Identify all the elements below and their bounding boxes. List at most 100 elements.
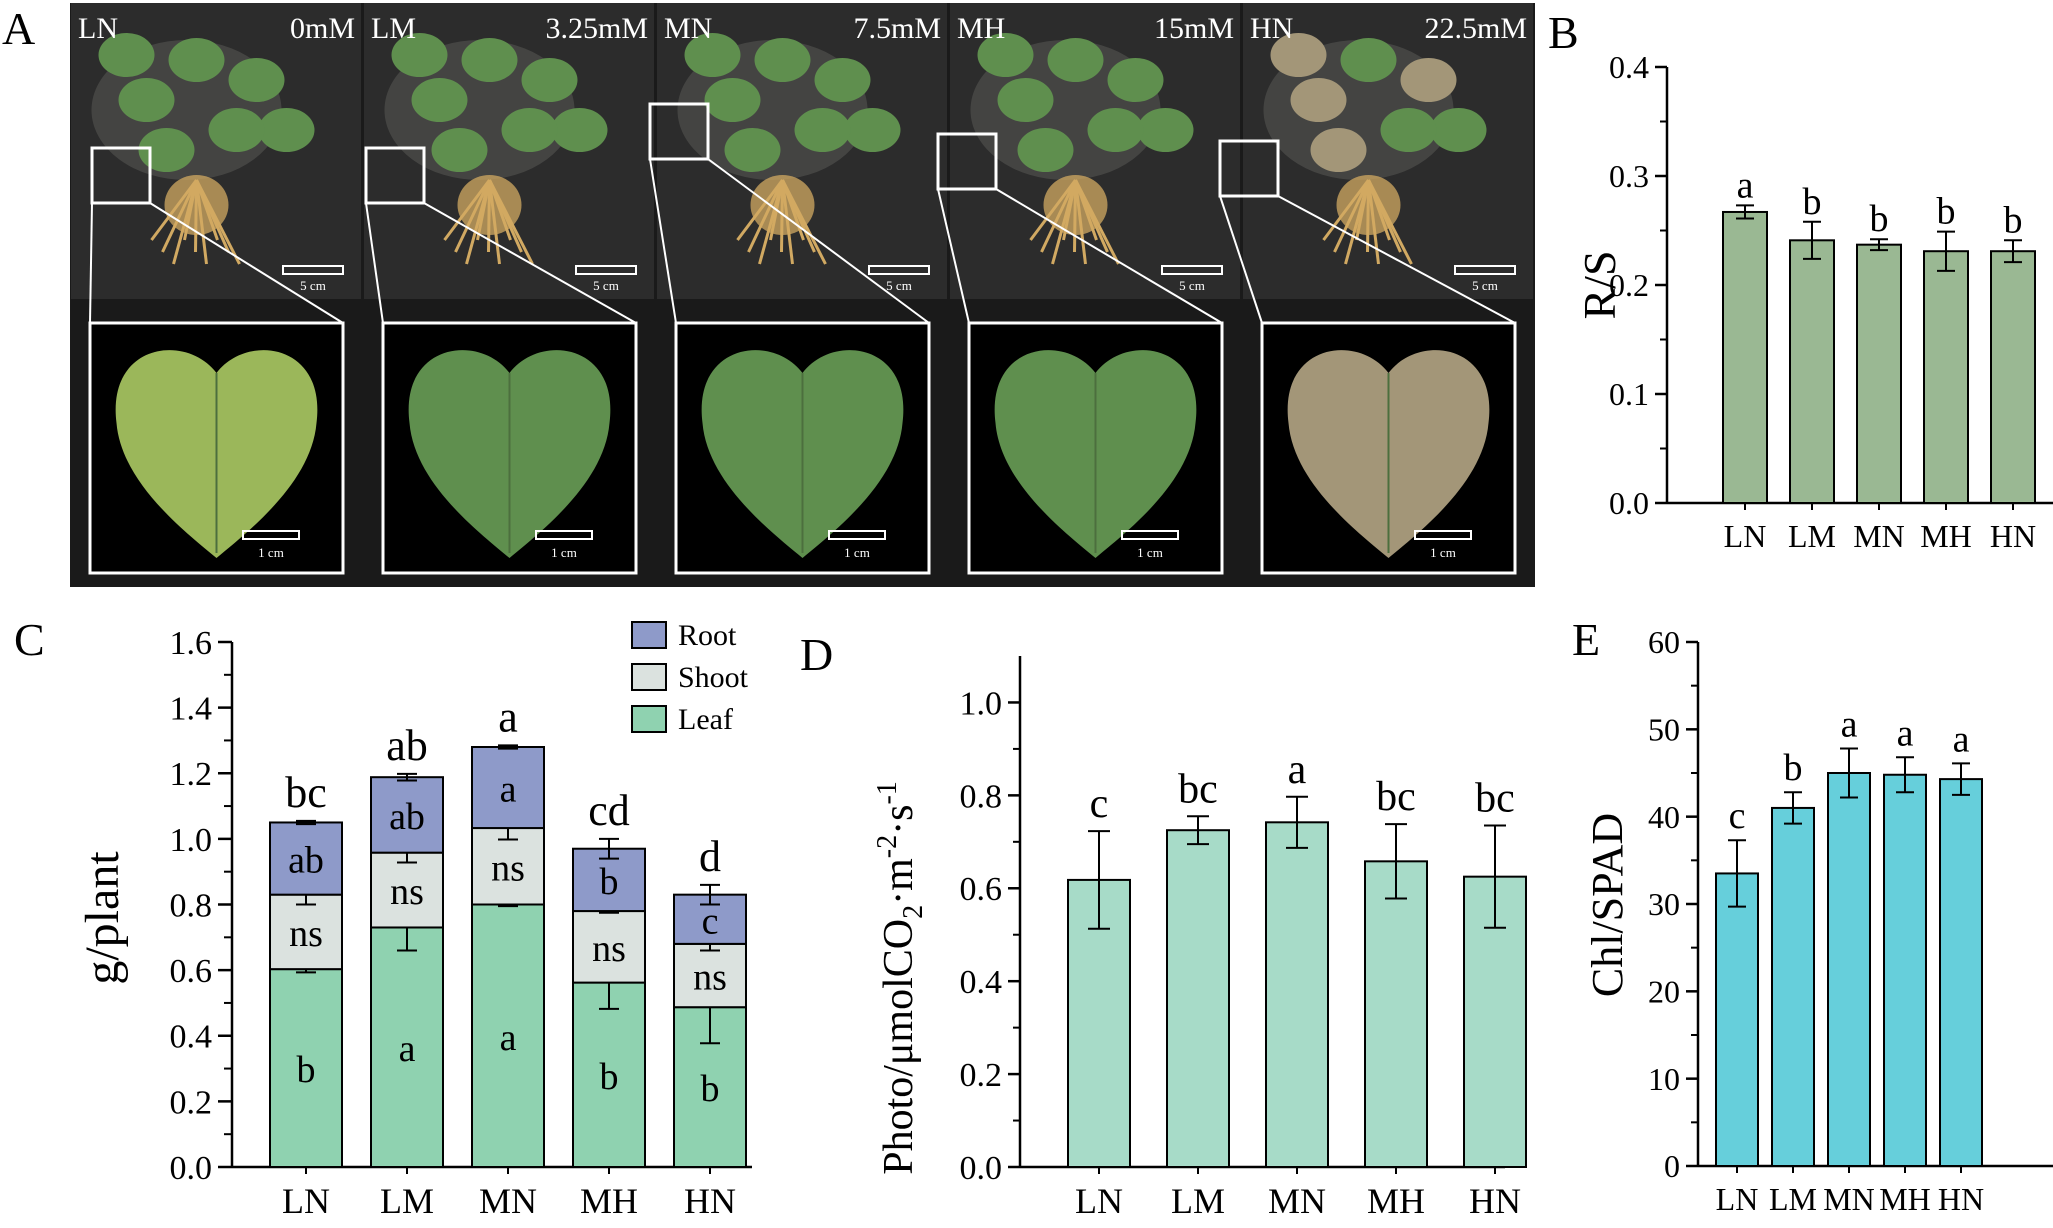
zoom-box	[648, 102, 710, 161]
bar-segment-leaf	[572, 981, 646, 1168]
zoom-box	[364, 146, 426, 205]
scale-label-leaf: 1 cm	[1137, 545, 1163, 560]
bar-segment-shoot	[673, 942, 747, 1009]
x-tick-label: LN	[1716, 1181, 1759, 1217]
significance-label: b	[1784, 747, 1803, 789]
y-tick-label: 1.6	[170, 625, 213, 662]
legend-swatch-leaf	[631, 705, 667, 733]
y-tick-label: 1.2	[170, 756, 213, 793]
scale-label-leaf: 1 cm	[551, 545, 577, 560]
y-label-d-sup1: -2	[872, 835, 903, 858]
plant-leaf	[1310, 128, 1367, 172]
bar-segment-shoot	[572, 910, 646, 984]
zoom-line	[937, 188, 970, 324]
plant-leaf	[814, 58, 871, 102]
plant-leaf	[977, 33, 1034, 77]
photo-column-mn: MN 7.5mM 5 cm 1 cm	[648, 3, 947, 575]
segment-label: b	[701, 1068, 720, 1110]
plant-leaf	[684, 33, 741, 77]
chart-d: D 0.0 0.2 0.4 0.6 0.8 1.0 c LN bc LM a MN bc MH bc HN P…	[800, 629, 1527, 1221]
zoom-line	[995, 188, 1223, 324]
zoom-box	[1218, 139, 1280, 198]
zoom-line	[423, 202, 637, 324]
plant-leaf	[431, 128, 488, 172]
photo-column-hn: HN 22.5mM 5 cm 1 cm	[1218, 3, 1533, 575]
total-significance-label: a	[498, 692, 518, 741]
chart-e: E 0 10 20 30 40 50 60 c LN b LM a MN a MH a HN Chl/SPAD	[1572, 614, 2053, 1217]
segment-label: ns	[390, 871, 424, 913]
plant-leaf	[411, 78, 468, 122]
y-axis-label: R/S	[1574, 250, 1625, 319]
segment-label: ab	[389, 796, 425, 838]
plant-leaf	[461, 38, 518, 82]
plant-leaf	[168, 38, 225, 82]
scale-bar-plant	[1161, 265, 1223, 275]
legend-label: Root	[678, 619, 737, 652]
x-tick-label: LM	[1171, 1181, 1225, 1221]
significance-label: b	[1803, 181, 1822, 223]
treatment-label: HN	[1250, 12, 1293, 45]
bar-lm	[1166, 829, 1230, 1168]
y-tick-label: 0.6	[960, 871, 1003, 908]
segment-label: a	[500, 1017, 517, 1059]
y-axis-label: Chl/SPAD	[1583, 813, 1632, 997]
x-tick-label: MH	[1920, 518, 1972, 554]
y-tick-label: 0.4	[960, 964, 1003, 1001]
x-tick-label: MN	[1823, 1181, 1875, 1217]
plant-leaf	[138, 128, 195, 172]
y-tick-label: 0.0	[170, 1150, 213, 1187]
panel-letter-a: A	[2, 3, 35, 54]
segment-label: ns	[592, 928, 626, 970]
plant-leaf	[118, 78, 175, 122]
zoom-line	[1219, 195, 1263, 324]
segment-label: ns	[491, 847, 525, 889]
bar-mn	[1265, 821, 1329, 1168]
bar-segment-root	[471, 746, 545, 830]
total-significance-label: ab	[386, 721, 428, 770]
plant-leaf	[1137, 108, 1194, 152]
plant-leaf	[1047, 38, 1104, 82]
plant-leaf	[724, 128, 781, 172]
treatment-label: MH	[957, 12, 1005, 45]
panel-letter-c: C	[14, 614, 45, 665]
y-tick-label: 0.8	[960, 778, 1003, 815]
scale-label-leaf: 1 cm	[258, 545, 284, 560]
segment-label: b	[600, 861, 619, 903]
y-tick-label: 1.0	[960, 685, 1003, 722]
x-tick-label: LM	[380, 1181, 434, 1221]
significance-label: b	[1870, 198, 1889, 240]
y-tick-label: 0.2	[170, 1084, 213, 1121]
y-tick-label: 60	[1648, 624, 1680, 660]
scale-bar-plant	[282, 265, 344, 275]
segment-label: b	[600, 1056, 619, 1098]
bar-ln	[1715, 872, 1759, 1168]
bar-segment-shoot	[370, 851, 444, 929]
y-tick-label: 1.4	[170, 691, 213, 728]
significance-label: a	[1288, 747, 1307, 793]
concentration-label: 7.5mM	[853, 12, 941, 45]
root-mass	[164, 175, 229, 235]
y-label-d-sub: 2	[898, 905, 929, 919]
y-tick-label: 0.0	[960, 1150, 1003, 1187]
segment-label: b	[297, 1049, 316, 1091]
zoom-line	[707, 158, 930, 324]
zoom-box	[90, 146, 152, 205]
scale-label-plant: 5 cm	[300, 278, 326, 293]
legend-swatch-root	[631, 621, 667, 649]
significance-label: a	[1737, 164, 1754, 206]
scale-label-leaf: 1 cm	[844, 545, 870, 560]
scale-bar-plant	[1454, 265, 1516, 275]
root-mass	[457, 175, 522, 235]
panel-letter-b: B	[1548, 7, 1579, 58]
scale-bar-leaf	[828, 530, 886, 540]
plant-leaf	[794, 108, 851, 152]
significance-label: a	[1897, 712, 1914, 754]
y-tick-label: 20	[1648, 974, 1680, 1010]
bar-hn	[1990, 250, 2036, 504]
x-tick-label: MH	[580, 1181, 638, 1221]
legend-swatch-shoot	[631, 663, 667, 691]
segment-label: ns	[693, 957, 727, 999]
scale-label-plant: 5 cm	[593, 278, 619, 293]
plant-leaf	[1340, 38, 1397, 82]
plant-leaf	[754, 38, 811, 82]
